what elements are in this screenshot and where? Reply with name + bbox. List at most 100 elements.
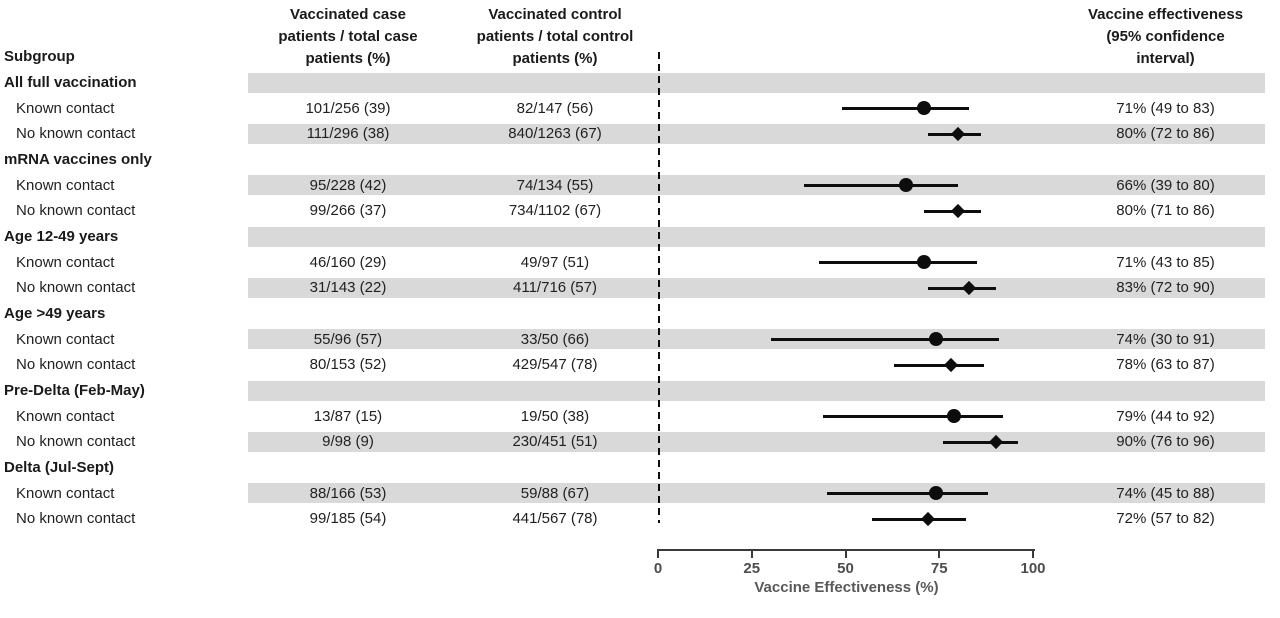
point-estimate-marker-circle xyxy=(917,255,932,270)
table-row: No known contact 31/143 (22) 411/716 (57) 8… xyxy=(0,275,1280,301)
ve-estimate-cell: 71% (43 to 85) xyxy=(1116,253,1215,271)
group-header-row: Delta (Jul-Sept) xyxy=(0,455,1280,481)
point-estimate-marker-diamond xyxy=(943,357,958,373)
row-shading-band xyxy=(248,483,1265,504)
control-count-cell: 49/97 (51) xyxy=(520,253,590,271)
point-estimate-marker-circle xyxy=(928,486,943,501)
table-row: Known contact 101/256 (39) 82/147 (56) 71% … xyxy=(0,96,1280,122)
confidence-interval-line xyxy=(871,517,966,521)
subgroup-label: All full vaccination xyxy=(4,74,137,91)
control-count-cell: 33/50 (66) xyxy=(520,330,590,348)
ve-estimate-cell: 90% (76 to 96) xyxy=(1116,433,1215,451)
confidence-interval-line xyxy=(819,260,977,264)
subgroup-label: No known contact xyxy=(16,510,136,528)
subgroup-label: Age 12-49 years xyxy=(4,227,119,245)
x-axis-tick-mark xyxy=(1032,549,1034,558)
subgroup-label: Known contact xyxy=(16,176,115,194)
case-count-cell: 80/153 (52) xyxy=(309,356,387,374)
control-count-cell: 429/547 (78) xyxy=(512,356,598,374)
table-row: No known contact 9/98 (9) 230/451 (51) 90% … xyxy=(0,429,1280,455)
point-estimate-marker-circle xyxy=(917,101,932,116)
control-count-cell: 19/50 (38) xyxy=(520,407,590,425)
subgroup-label: Known contact xyxy=(16,407,115,425)
control-count-cell: 441/567 (78) xyxy=(512,510,598,528)
x-axis-tick-label: 25 xyxy=(743,560,761,577)
x-axis-tick-label: 75 xyxy=(930,560,948,577)
x-axis-tick-label: 0 xyxy=(653,560,663,577)
confidence-interval-line xyxy=(928,286,996,290)
point-estimate-marker-circle xyxy=(928,332,943,347)
case-count-cell: 9/98 (9) xyxy=(322,433,374,451)
table-row: Known contact 95/228 (42) 74/134 (55) 66% (… xyxy=(0,173,1280,199)
ve-estimate-cell: 78% (63 to 87) xyxy=(1116,356,1215,374)
row-shading-band xyxy=(248,226,1265,247)
subgroup-label: mRNA vaccines only xyxy=(4,150,152,168)
group-header-row: Age 12-49 years xyxy=(0,224,1280,250)
point-estimate-marker-diamond xyxy=(920,511,936,527)
table-row: No known contact 99/266 (37) 734/1102 (67)… xyxy=(0,198,1280,224)
control-column-header: Vaccinated control patients / total cont… xyxy=(476,6,634,67)
table-row: No known contact 80/153 (52) 429/547 (78) 7… xyxy=(0,352,1280,378)
row-shading-band xyxy=(248,380,1265,401)
case-count-cell: 31/143 (22) xyxy=(309,279,387,297)
subgroup-label: No known contact xyxy=(16,125,136,143)
subgroup-label: Age >49 years xyxy=(4,304,106,322)
table-row: No known contact 99/185 (54) 441/567 (78) 7… xyxy=(0,506,1280,532)
confidence-interval-line xyxy=(943,440,1018,444)
ve-estimate-cell: 66% (39 to 80) xyxy=(1116,176,1215,194)
row-shading-band xyxy=(248,175,1265,196)
group-header-row: mRNA vaccines only xyxy=(0,147,1280,173)
table-row: Known contact 46/160 (29) 49/97 (51) 71% (4… xyxy=(0,250,1280,276)
zero-reference-line xyxy=(658,52,660,523)
ve-estimate-cell: 72% (57 to 82) xyxy=(1116,510,1215,528)
subgroup-label: Delta (Jul-Sept) xyxy=(4,458,115,476)
point-estimate-marker-circle xyxy=(898,178,913,193)
row-shading-band xyxy=(248,278,1265,299)
control-count-cell: 230/451 (51) xyxy=(512,433,598,451)
group-header-row: All full vaccination xyxy=(0,70,1280,96)
control-count-cell: 82/147 (56) xyxy=(516,99,594,117)
case-count-cell: 13/87 (15) xyxy=(313,407,383,425)
subgroup-label: Pre-Delta (Feb-May) xyxy=(4,381,145,399)
subgroup-column-header: Subgroup xyxy=(4,48,75,65)
x-axis-tick-label: 100 xyxy=(1020,560,1046,577)
ve-column-header: Vaccine effectiveness (95% confidence in… xyxy=(1087,6,1244,67)
confidence-interval-line xyxy=(770,337,1000,341)
ve-estimate-cell: 80% (72 to 86) xyxy=(1116,125,1215,143)
subgroup-label: Known contact xyxy=(16,253,115,271)
x-axis-tick-mark xyxy=(657,549,659,558)
ve-estimate-cell: 71% (49 to 83) xyxy=(1116,99,1215,117)
confidence-interval-line xyxy=(823,414,1003,418)
ve-estimate-cell: 83% (72 to 90) xyxy=(1116,279,1215,297)
row-shading-band xyxy=(248,124,1265,145)
table-row: No known contact 111/296 (38) 840/1263 (67… xyxy=(0,121,1280,147)
case-count-cell: 99/185 (54) xyxy=(309,510,387,528)
table-row: Known contact 88/166 (53) 59/88 (67) 74% (4… xyxy=(0,481,1280,507)
case-count-cell: 55/96 (57) xyxy=(313,330,383,348)
confidence-interval-line xyxy=(841,106,970,110)
group-header-row: Pre-Delta (Feb-May) xyxy=(0,378,1280,404)
control-count-cell: 840/1263 (67) xyxy=(508,125,602,143)
confidence-interval-line xyxy=(826,491,988,495)
subgroup-label: No known contact xyxy=(16,433,136,451)
control-count-cell: 411/716 (57) xyxy=(513,279,597,297)
control-count-cell: 74/134 (55) xyxy=(516,176,594,194)
case-count-cell: 111/296 (38) xyxy=(306,125,390,143)
subgroup-label: No known contact xyxy=(16,202,136,220)
point-estimate-marker-diamond xyxy=(950,204,966,219)
group-header-row: Age >49 years xyxy=(0,301,1280,327)
table-row: Known contact 55/96 (57) 33/50 (66) 74% (30… xyxy=(0,327,1280,353)
confidence-interval-line xyxy=(894,363,985,367)
x-axis-tick-mark xyxy=(844,549,847,558)
table-row: Known contact 13/87 (15) 19/50 (38) 79% (44… xyxy=(0,404,1280,430)
row-shading-band xyxy=(248,329,1265,350)
subgroup-label: Known contact xyxy=(16,484,115,502)
row-shading-band xyxy=(248,72,1265,93)
case-column-header: Vaccinated case patients / total case pa… xyxy=(278,6,418,67)
ve-estimate-cell: 79% (44 to 92) xyxy=(1116,407,1215,425)
case-count-cell: 88/166 (53) xyxy=(309,484,387,502)
point-estimate-marker-circle xyxy=(947,409,962,424)
case-count-cell: 101/256 (39) xyxy=(305,99,391,117)
ve-estimate-cell: 74% (30 to 91) xyxy=(1116,330,1215,348)
